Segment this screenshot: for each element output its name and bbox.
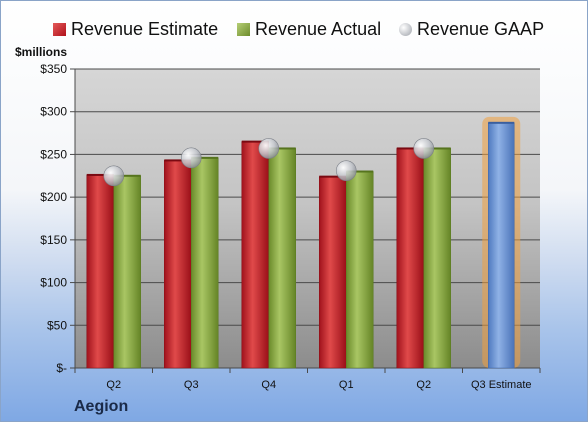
- legend-item-revenue-actual: Revenue Actual: [237, 15, 381, 43]
- legend-label-revenue-actual: Revenue Actual: [255, 18, 382, 39]
- bar-cap-revenue-actual: [423, 147, 451, 150]
- legend: Revenue Estimate Revenue Actual Revenue …: [1, 15, 587, 43]
- y-tick-label: $-: [56, 361, 67, 375]
- x-tick-label: Q2: [416, 379, 431, 391]
- bar-revenue-actual: [191, 157, 219, 369]
- bar-revenue-estimate: [86, 174, 114, 369]
- y-tick-label: $100: [40, 276, 67, 290]
- bar-cap-revenue-actual: [113, 174, 141, 177]
- y-tick-label: $300: [40, 105, 67, 119]
- legend-swatch-revenue-actual: [237, 22, 250, 36]
- bar-revenue-estimate: [319, 176, 347, 369]
- marker-revenue-gaap: [180, 147, 202, 169]
- bar-cap-revenue-estimate: [319, 175, 347, 178]
- y-tick-label: $250: [40, 147, 67, 161]
- y-tick-label: $200: [40, 190, 67, 204]
- bar-cap-revenue-actual: [346, 170, 374, 173]
- bar-cap-revenue-estimate: [86, 173, 114, 176]
- legend-label-revenue-gaap: Revenue GAAP: [417, 18, 545, 39]
- bar-revenue-actual: [113, 175, 141, 369]
- bar-cap-revenue-estimate-q3: [488, 121, 515, 124]
- x-tick-label: Q4: [261, 379, 276, 391]
- company-name: Aegion: [74, 398, 129, 415]
- legend-label-revenue-estimate: Revenue Estimate: [71, 18, 219, 39]
- bar-cap-revenue-actual: [268, 147, 296, 150]
- marker-revenue-gaap: [258, 138, 280, 159]
- bar-revenue-estimate: [164, 160, 192, 369]
- x-tick-label: Q2: [106, 379, 121, 391]
- legend-item-revenue-estimate: Revenue Estimate: [53, 15, 218, 43]
- y-tick-label: $350: [40, 62, 67, 76]
- legend-swatch-revenue-estimate: [53, 22, 66, 36]
- bar-revenue-estimate: [241, 141, 269, 369]
- bar-revenue-actual: [268, 148, 296, 369]
- marker-revenue-gaap: [335, 160, 357, 181]
- bar-cap-revenue-estimate: [164, 159, 192, 162]
- bar-revenue-actual: [423, 148, 451, 369]
- bar-revenue-actual: [346, 171, 374, 369]
- bar-revenue-estimate: [396, 148, 424, 369]
- bar-cap-revenue-estimate: [396, 147, 424, 150]
- bar-cap-revenue-actual: [191, 156, 219, 159]
- x-tick-label: Q3 Estimate: [471, 379, 532, 391]
- x-tick-label: Q1: [339, 379, 354, 391]
- bar-revenue-estimate-q3: [488, 122, 515, 369]
- marker-revenue-gaap: [103, 165, 125, 187]
- y-tick-label: $50: [47, 318, 67, 332]
- marker-revenue-gaap: [413, 138, 435, 159]
- x-tick-label: Q3: [184, 379, 199, 391]
- legend-item-revenue-gaap: Revenue GAAP: [399, 15, 544, 43]
- y-unit-label: $millions: [15, 45, 68, 59]
- legend-swatch-revenue-gaap: [399, 22, 412, 36]
- bar-cap-revenue-estimate: [241, 140, 269, 143]
- y-tick-label: $150: [40, 233, 67, 247]
- plot-area: [75, 69, 540, 368]
